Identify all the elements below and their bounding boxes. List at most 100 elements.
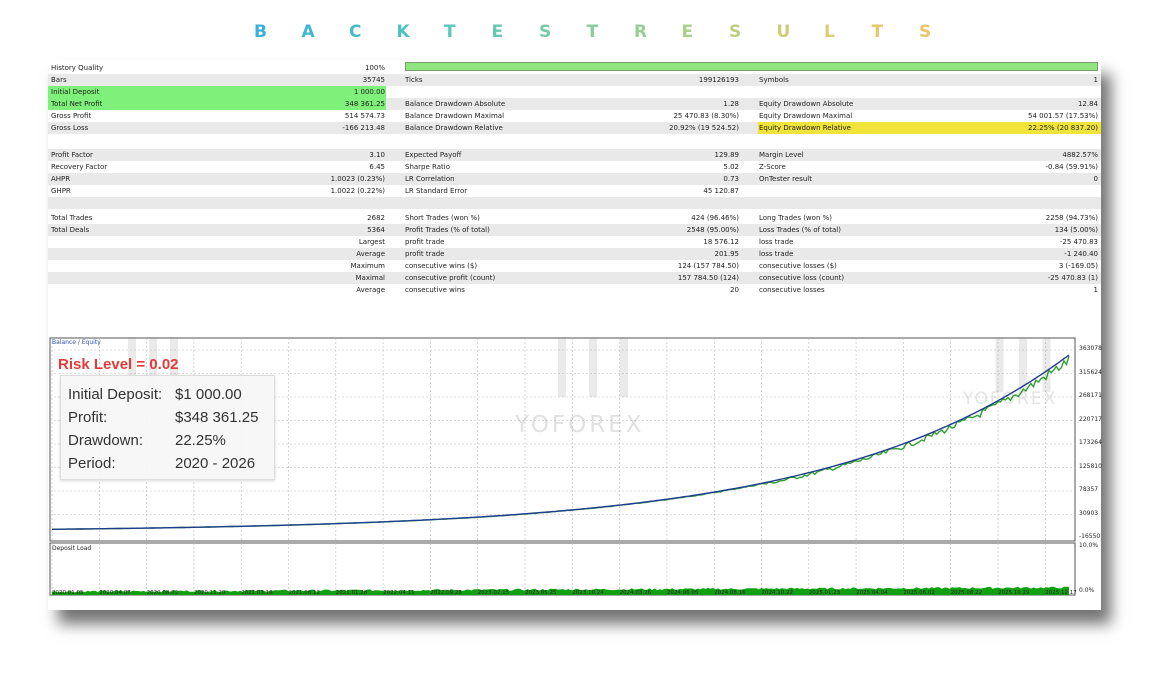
stat-value: -25 470.83 [1059, 238, 1098, 246]
stat-label: Bars [51, 76, 67, 84]
deposit-load-area [49, 542, 1076, 596]
stat-label: OnTester result [759, 175, 812, 183]
stat-value: 124 (157 784.50) [677, 262, 739, 270]
balance-line [52, 354, 1070, 530]
stats-row: Profit Factor 3.10 Expected Payoff 129.89 Ma… [48, 149, 1101, 161]
stat-value: 199126193 [698, 76, 739, 84]
stat-label: Total Net Profit [51, 100, 103, 108]
stat-value: 18 576.12 [703, 238, 739, 246]
stat-label: Long Trades (won %) [759, 214, 832, 222]
stats-row: Total Net Profit 348 361.25 Balance Drawdo… [48, 98, 1101, 110]
y-tick-label: 363078 [1079, 345, 1102, 352]
stats-row: GHPR 1.0022 (0.22%) LR Standard Error 45 12… [48, 185, 1101, 197]
y-tick-label: 268171 [1079, 392, 1102, 399]
title-letter: S [919, 22, 932, 42]
stat-label: Equity Drawdown Maximal [759, 112, 853, 120]
stats-row [48, 134, 1101, 146]
stat-label: Total Trades [51, 214, 93, 222]
title-letter: L [824, 22, 835, 42]
stat-value: -25 470.83 (1) [1047, 274, 1098, 282]
stat-label: consecutive loss (count) [759, 274, 845, 282]
stat-label: consecutive profit (count) [405, 274, 496, 282]
stat-label: Z-Score [759, 163, 786, 171]
stat-value: 157 784.50 (124) [677, 274, 739, 282]
title-letter: E [681, 22, 694, 42]
load-tick-label: 0.0% [1079, 587, 1095, 594]
stat-value: 25 470.83 (8.30%) [673, 112, 739, 120]
stats-row: History Quality 100% [48, 62, 1101, 74]
stat-label: Total Deals [51, 226, 90, 234]
x-tick-label: 2024.10.22 [761, 590, 794, 596]
history-quality-bar [405, 62, 1098, 71]
stat-value: 1 000.00 [353, 88, 385, 96]
stat-value: 129.89 [714, 151, 740, 159]
stat-label: Balance Drawdown Relative [405, 124, 503, 132]
x-tick-label: 2025.01.23 [808, 590, 841, 596]
stat-value: 2548 (95.00%) [686, 226, 739, 234]
stat-value: 1 [1093, 76, 1098, 84]
stat-value: 54 001.57 (17.53%) [1027, 112, 1098, 120]
chart-legend: Balance / Equity [52, 339, 101, 346]
summary-label-profit: Profit: [68, 409, 108, 426]
stat-label: Ticks [405, 76, 423, 84]
stat-value: 2682 [367, 214, 385, 222]
stat-label: Initial Deposit [51, 88, 100, 96]
summary-box: Initial Deposit: $1 000.00 Profit: $348 … [60, 375, 275, 480]
stats-row: Initial Deposit 1 000.00 [48, 86, 1101, 98]
title-letter: B [254, 22, 267, 42]
balance-equity-chart: Balance / Equity Deposit Load YOFOREX YO… [48, 337, 1102, 597]
title-letter: K [396, 22, 410, 42]
stat-label: Symbols [759, 76, 789, 84]
y-tick-label: 30903 [1079, 509, 1099, 517]
x-tick-label: 2022.09.28 [430, 590, 462, 596]
stat-value: 5364 [367, 226, 385, 234]
stat-value: 3.10 [369, 151, 385, 159]
title-letter: T [871, 22, 884, 42]
x-tick-label: 2023.02.15 [477, 590, 510, 596]
x-tick-label: 2022.04.11 [383, 590, 415, 596]
stat-value: 0.73 [723, 175, 739, 183]
title-letter: R [634, 22, 648, 42]
y-tick-label: 220717 [1079, 415, 1102, 423]
y-tick-label: 315624 [1079, 368, 1102, 376]
x-tick-label: 2020.01.05 [52, 590, 84, 596]
stat-value: 5.02 [723, 163, 739, 171]
title-letter: T [444, 22, 456, 42]
watermark-logo-pillar [149, 337, 157, 397]
risk-level-label: Risk Level = 0.02 [58, 356, 179, 373]
title-letter: C [349, 22, 362, 42]
stat-value: 35745 [362, 76, 385, 84]
watermark-logo-pillar [1042, 337, 1051, 392]
stat-value: 1.28 [723, 100, 739, 108]
stat-value: 134 (5.00%) [1054, 226, 1098, 234]
x-tick-label: 2023.10.24 [572, 590, 604, 596]
stats-row: Gross Profit 514 574.73 Balance Drawdown M… [48, 110, 1101, 122]
x-tick-label: 2020.08.03 [146, 590, 179, 596]
x-tick-label: 2020.04.07 [99, 590, 131, 596]
deposit-load-bars [52, 586, 1069, 595]
stats-row: Recovery Factor 6.45 Sharpe Ratio 5.02 Z-Sco… [48, 161, 1101, 173]
stat-label: Maximum [350, 262, 386, 270]
stat-value: -166 213.48 [342, 124, 385, 132]
stat-value: 22.25% (20 837.20) [1027, 124, 1098, 132]
stat-label: Average [356, 250, 385, 258]
watermark-text-right: YOFOREX [963, 389, 1058, 409]
stat-label: Profit Trades (% of total) [405, 226, 490, 234]
stats-row: Maximum consecutive wins ($) 124 (157 784.… [48, 260, 1101, 272]
stat-label: Maximal [355, 274, 385, 282]
deposit-load-label: Deposit Load [52, 545, 92, 552]
stat-value: -0.84 (59.91%) [1045, 163, 1099, 171]
stat-label: AHPR [51, 175, 71, 183]
watermark-logo-pillar [128, 337, 136, 397]
stat-label: History Quality [51, 64, 104, 72]
stats-row: Maximal consecutive profit (count) 157 784… [48, 272, 1101, 284]
stat-value: 20.92% (19 524.52) [668, 124, 739, 132]
stat-label: Balance Drawdown Absolute [405, 100, 506, 108]
x-tick-label: 2021.01.28 [335, 590, 368, 596]
stat-value: 1.0023 (0.23%) [330, 175, 385, 183]
stat-label: Balance Drawdown Maximal [405, 112, 505, 120]
summary-label-drawdown: Drawdown: [68, 432, 144, 449]
stat-value: 348 361.25 [344, 100, 385, 108]
x-tick-label: 2021.08.12 [288, 590, 321, 596]
watermark-logo-pillar [589, 337, 597, 397]
